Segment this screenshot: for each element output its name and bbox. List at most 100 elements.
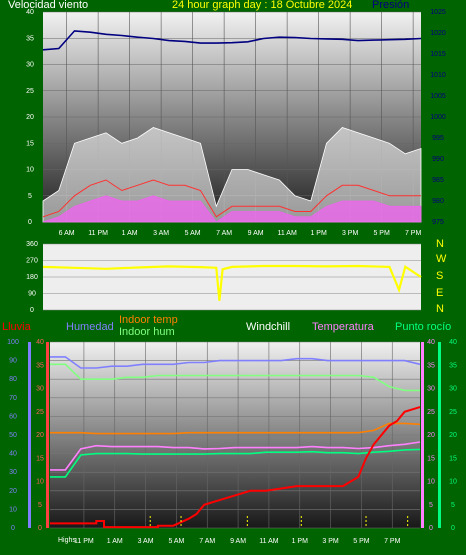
- temp-x-tick: 7 PM: [384, 538, 401, 545]
- dewpoint-y-tick: 30: [449, 386, 457, 393]
- humidity-y-tick: 80: [9, 376, 17, 383]
- humidity-y-tick: 60: [9, 413, 17, 420]
- dewpoint-y-tick: 5: [451, 502, 455, 509]
- humidity-y-tick: 30: [9, 469, 17, 476]
- temp-x-tick: 9 AM: [230, 538, 246, 545]
- wind-y-tick: 0: [28, 219, 32, 226]
- humidity-y-tick: 10: [9, 506, 17, 513]
- indoor-temp-series: [50, 422, 421, 435]
- humidity-axis-bar: [28, 342, 31, 528]
- temp-y-tick: 20: [427, 432, 435, 439]
- rain-y-tick: 10: [36, 479, 44, 486]
- pressure-y-tick: 980: [432, 198, 444, 205]
- wind-y-tick: 35: [26, 35, 34, 42]
- temp-axis-bar: [421, 342, 424, 528]
- humidity-y-tick: 40: [9, 451, 17, 458]
- pressure-y-tick: 990: [432, 156, 444, 163]
- dewpoint-y-tick: 15: [449, 455, 457, 462]
- temp-x-tick: 11 PM: [74, 538, 94, 545]
- temp-y-tick: 0: [429, 525, 433, 532]
- windchill-label: Windchill: [246, 321, 291, 333]
- rain-axis-bar: [46, 342, 49, 528]
- dewpoint-axis-bar: [438, 342, 441, 528]
- direction-y-tick: 90: [28, 291, 36, 298]
- rain-label: Lluvia: [2, 321, 31, 333]
- rain-y-tick: 30: [36, 386, 44, 393]
- rain-y-tick: 40: [36, 339, 44, 346]
- temperature-series: [50, 441, 421, 471]
- rain-y-tick: 35: [36, 362, 44, 369]
- compass-e: E: [436, 287, 444, 299]
- humidity-series: [50, 356, 421, 369]
- compass-w: W: [436, 253, 447, 265]
- wind-y-tick: 25: [26, 88, 34, 95]
- wind-x-tick: 9 AM: [248, 230, 264, 237]
- temp-x-tick: 5 AM: [168, 538, 184, 545]
- pressure-y-tick: 1000: [430, 114, 446, 121]
- dewpoint-y-tick: 35: [449, 362, 457, 369]
- pressure-y-tick: 1015: [430, 51, 446, 58]
- temp-y-tick: 30: [427, 386, 435, 393]
- dewpoint-y-tick: 25: [449, 409, 457, 416]
- temperature-label: Temperatura: [312, 321, 374, 333]
- wind-x-tick: 3 AM: [153, 230, 169, 237]
- temp-y-tick: 25: [427, 409, 435, 416]
- wind-x-tick: 11 PM: [88, 230, 108, 237]
- wind-direction-series: [42, 264, 422, 301]
- pressure-y-tick: 1025: [430, 9, 446, 16]
- graph-date-title: 24 hour graph day : 18 Octubre 2024: [172, 0, 353, 11]
- wind-x-tick: 7 AM: [216, 230, 232, 237]
- indoor-temp-label: Indoor temp: [119, 314, 178, 326]
- temp-x-tick: 1 AM: [107, 538, 123, 545]
- compass-s: S: [436, 270, 444, 282]
- rain-y-tick: 20: [36, 432, 44, 439]
- dewpoint-y-tick: 10: [449, 479, 457, 486]
- direction-y-tick: 360: [26, 241, 38, 248]
- humidity-y-tick: 20: [9, 488, 17, 495]
- wind-x-tick: 3 PM: [342, 230, 359, 237]
- wind-speed-series-area: [42, 195, 422, 223]
- humidity-label: Humedad: [66, 321, 114, 333]
- dewpoint-y-tick: 20: [449, 432, 457, 439]
- dewpoint-y-tick: 40: [449, 339, 457, 346]
- pressure-series: [42, 30, 422, 51]
- wind-y-tick: 30: [26, 62, 34, 69]
- pressure-y-tick: 1010: [430, 72, 446, 79]
- temp-x-tick: 1 PM: [292, 538, 309, 545]
- direction-y-tick: 0: [30, 307, 34, 314]
- highs-lows-label: Highs: [58, 537, 76, 544]
- temp-x-tick: 11 AM: [259, 538, 278, 545]
- humidity-y-tick: 0: [11, 525, 15, 532]
- wind-x-tick: 5 PM: [373, 230, 390, 237]
- temp-x-tick: 3 PM: [322, 538, 339, 545]
- humidity-y-tick: 90: [9, 358, 17, 365]
- direction-y-tick: 180: [26, 274, 38, 281]
- compass-n-bottom: N: [436, 303, 444, 315]
- indoor-hum-label: Indoor hum: [119, 326, 175, 338]
- wind-speed-title: Velocidad viento: [8, 0, 89, 11]
- indoor-humidity-series: [50, 363, 420, 392]
- humidity-y-tick: 70: [9, 395, 17, 402]
- wind-x-tick: 7 PM: [405, 230, 422, 237]
- pressure-y-tick: 975: [432, 219, 444, 226]
- temp-x-tick: 5 PM: [353, 538, 370, 545]
- direction-y-tick: 270: [26, 258, 38, 265]
- rain-y-tick: 0: [38, 525, 42, 532]
- pressure-title: Presión: [372, 0, 410, 11]
- humidity-y-tick: 50: [9, 432, 17, 439]
- humidity-y-tick: 100: [7, 339, 19, 346]
- wind-y-tick: 10: [26, 167, 34, 174]
- wind-y-tick: 5: [28, 193, 32, 200]
- wind-y-tick: 20: [26, 114, 34, 121]
- wind-x-tick: 1 AM: [122, 230, 138, 237]
- temp-y-tick: 10: [427, 479, 435, 486]
- dewpoint-series: [50, 448, 421, 478]
- temp-x-tick: 3 AM: [138, 538, 154, 545]
- temp-x-tick: 7 AM: [199, 538, 215, 545]
- average-series: [42, 179, 421, 218]
- wind-y-tick: 40: [26, 9, 34, 16]
- wind-x-tick: 11 AM: [277, 230, 296, 237]
- pressure-y-tick: 1005: [430, 93, 446, 100]
- temp-y-tick: 5: [429, 502, 433, 509]
